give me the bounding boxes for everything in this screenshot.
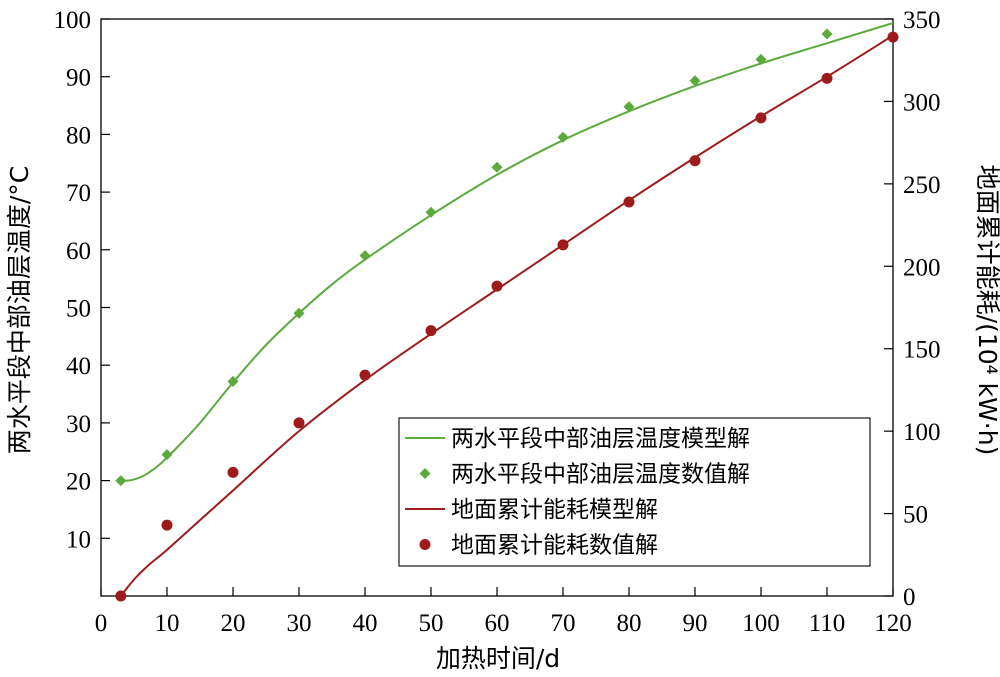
data-point xyxy=(359,369,371,381)
left-y-tick-label: 20 xyxy=(66,469,91,496)
legend-box xyxy=(398,417,871,567)
data-point xyxy=(227,466,239,478)
x-tick-label: 0 xyxy=(95,610,108,637)
x-tick-label: 110 xyxy=(809,610,846,637)
right-y-tick-label: 0 xyxy=(903,584,916,611)
data-point xyxy=(491,161,503,173)
data-point xyxy=(557,239,569,251)
series-4 xyxy=(115,31,899,602)
data-point xyxy=(689,155,701,167)
data-point xyxy=(227,375,239,387)
data-point xyxy=(161,449,173,461)
x-tick-label: 100 xyxy=(742,610,780,637)
data-point xyxy=(821,28,833,40)
data-point xyxy=(115,590,127,602)
x-tick-label: 120 xyxy=(874,610,912,637)
legend-swatch xyxy=(419,539,431,550)
series-layer xyxy=(115,22,899,602)
left-y-tick-label: 60 xyxy=(66,238,91,265)
left-y-tick-label: 40 xyxy=(66,353,91,380)
left-y-tick-label: 10 xyxy=(66,526,91,553)
data-point xyxy=(491,280,503,292)
right-y-tick-label: 150 xyxy=(903,337,941,364)
data-point xyxy=(623,196,635,208)
x-tick-label: 90 xyxy=(683,610,708,637)
right-y-tick-label: 350 xyxy=(903,7,941,34)
series-2 xyxy=(115,28,833,487)
legend-label: 地面累计能耗模型解 xyxy=(451,497,658,523)
data-point xyxy=(115,475,127,487)
x-tick-label: 80 xyxy=(617,610,642,637)
series-3 xyxy=(120,34,894,597)
right-y-tick-label: 100 xyxy=(903,419,941,446)
x-axis: 0 10 20 30 40 50 60 70 80 90 100 110 120 xyxy=(95,587,912,637)
data-point xyxy=(557,131,569,143)
data-point xyxy=(623,101,635,113)
data-point xyxy=(887,31,899,43)
right-y-tick-label: 50 xyxy=(903,502,928,529)
legend-item: 地面累计能耗数值解 xyxy=(419,533,658,559)
right-y-axis: 0 50 100 150 200 250 300 350 xyxy=(884,7,941,611)
data-point xyxy=(821,72,833,84)
data-point xyxy=(425,206,437,218)
x-tick-label: 30 xyxy=(287,610,312,637)
x-tick-label: 10 xyxy=(155,610,180,637)
left-y-tick-label: 70 xyxy=(66,180,91,207)
left-y-tick-label: 30 xyxy=(66,411,91,438)
left-y-tick-label: 100 xyxy=(54,7,92,34)
left-y-tick-label: 90 xyxy=(66,65,91,92)
data-point xyxy=(425,325,437,337)
legend: 两水平段中部油层温度模型解两水平段中部油层温度数值解地面累计能耗模型解地面累计能… xyxy=(398,417,871,567)
x-tick-label: 50 xyxy=(419,610,444,637)
x-tick-label: 40 xyxy=(353,610,378,637)
data-point xyxy=(293,307,305,319)
right-y-tick-label: 250 xyxy=(903,172,941,199)
right-y-tick-label: 300 xyxy=(903,89,941,116)
left-y-tick-label: 50 xyxy=(66,296,91,323)
data-point xyxy=(359,250,371,262)
x-tick-label: 20 xyxy=(221,610,246,637)
legend-label: 两水平段中部油层温度模型解 xyxy=(451,426,750,452)
legend-swatch xyxy=(419,468,431,479)
x-axis-title: 加热时间/d xyxy=(436,644,560,673)
data-point xyxy=(689,75,701,87)
series-line xyxy=(120,22,894,482)
data-point xyxy=(755,112,767,124)
series-line xyxy=(120,34,894,597)
left-y-axis: 10 20 30 40 50 60 70 80 90 100 xyxy=(54,7,110,553)
data-point xyxy=(293,417,305,429)
left-y-tick-label: 80 xyxy=(66,122,91,149)
legend-item: 地面累计能耗模型解 xyxy=(405,497,658,523)
legend-item: 两水平段中部油层温度模型解 xyxy=(405,426,750,452)
left-y-axis-title: 两水平段中部油层温度/°C xyxy=(5,166,34,454)
legend-label: 地面累计能耗数值解 xyxy=(451,533,658,559)
legend-label: 两水平段中部油层温度数值解 xyxy=(451,462,750,488)
series-1 xyxy=(120,22,894,482)
data-point xyxy=(755,53,767,65)
legend-item: 两水平段中部油层温度数值解 xyxy=(419,462,750,488)
data-point xyxy=(161,519,173,531)
right-y-axis-title: 地面累计能耗/(10⁴ kW·h) xyxy=(973,165,1000,456)
x-tick-label: 60 xyxy=(485,610,510,637)
x-tick-label: 70 xyxy=(551,610,576,637)
right-y-tick-label: 200 xyxy=(903,254,941,281)
